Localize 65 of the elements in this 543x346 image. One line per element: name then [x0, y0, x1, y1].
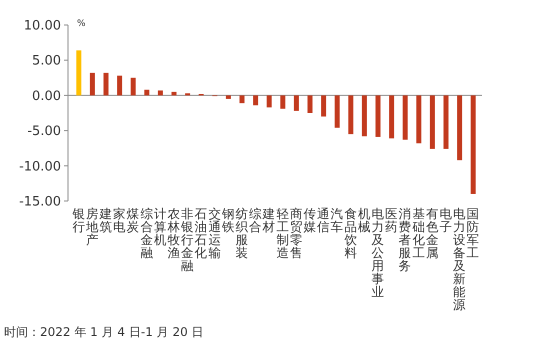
y-tick-label: -5.00: [27, 124, 61, 140]
x-tick-label: 国防军工: [466, 206, 480, 260]
x-tick-label: 煤炭: [126, 206, 140, 234]
bar: [294, 95, 299, 111]
x-tick-label: 消费者服务: [398, 206, 412, 273]
bar: [130, 78, 136, 96]
x-tick-label: 综合金融: [140, 206, 154, 260]
x-tick-label: 传媒: [304, 206, 316, 234]
bar: [348, 95, 354, 134]
bar: [226, 95, 231, 99]
x-tick-label: 石油石化: [194, 206, 208, 260]
bar: [266, 95, 272, 108]
x-tick-label: 建筑: [98, 206, 112, 234]
bar: [104, 72, 108, 96]
text: 时间：2022 年 1 月 4 日-1 月 20 日: [4, 325, 204, 339]
bar: [389, 95, 394, 138]
x-tick-label: 有色金属: [426, 206, 439, 260]
bar: [280, 95, 286, 109]
bar: [402, 95, 408, 140]
bar: [362, 95, 367, 136]
x-tick-label: 食品饮料: [343, 206, 358, 260]
x-tick-label: 电子: [440, 206, 452, 234]
bar: [172, 92, 176, 96]
bar: [430, 95, 435, 149]
x-tick-label: 电力及公用事业: [372, 206, 384, 299]
bar: [376, 95, 380, 137]
x-tick-label: 房地产: [84, 206, 99, 247]
x-tick-label: 家电: [113, 206, 126, 234]
x-tick-label: 机械: [358, 206, 371, 234]
bar: [444, 95, 448, 149]
x-tick-label: 综合: [249, 206, 262, 234]
x-tick-label: 建材: [262, 206, 276, 234]
bar: [457, 95, 462, 160]
x-tick-label: 交通运输: [208, 206, 222, 260]
bar: [117, 76, 122, 96]
x-tick-label: 非银行金融: [180, 206, 194, 273]
bar: [90, 72, 95, 96]
bar: [321, 95, 326, 117]
y-tick-label: -15.00: [19, 194, 61, 210]
bar: [334, 95, 340, 128]
y-tick-label: 0.00: [32, 88, 61, 104]
x-tick-label: 银行: [71, 206, 86, 234]
x-tick-label: 电力设备及新能源: [453, 206, 466, 312]
bar: [416, 95, 422, 144]
x-tick-label: 通信: [317, 206, 330, 234]
y-tick-label: 10.00: [24, 18, 61, 34]
x-tick-label: 医药: [385, 206, 398, 234]
x-tick-label: 纺织服装: [236, 206, 248, 260]
x-tick-label: 基础化工: [411, 206, 426, 260]
bar: [470, 95, 476, 194]
x-tick-label: 轻工制造: [276, 206, 290, 260]
x-tick-label: 农林牧渔: [166, 206, 180, 260]
x-tick-label: 计算机: [154, 206, 167, 247]
y-tick-label: -10.00: [19, 159, 61, 174]
bar: [144, 90, 150, 96]
bar: [253, 95, 258, 106]
x-tick-label: 商贸零售: [290, 206, 303, 260]
bar: [240, 95, 244, 104]
x-tick-label: 汽车: [330, 206, 344, 234]
bar: [308, 95, 312, 113]
bar: [158, 90, 163, 96]
y-axis-title: %: [77, 19, 86, 29]
y-tick-label: 5.00: [32, 54, 61, 69]
bar: [76, 50, 82, 96]
x-tick-label: 钢铁: [220, 206, 235, 234]
